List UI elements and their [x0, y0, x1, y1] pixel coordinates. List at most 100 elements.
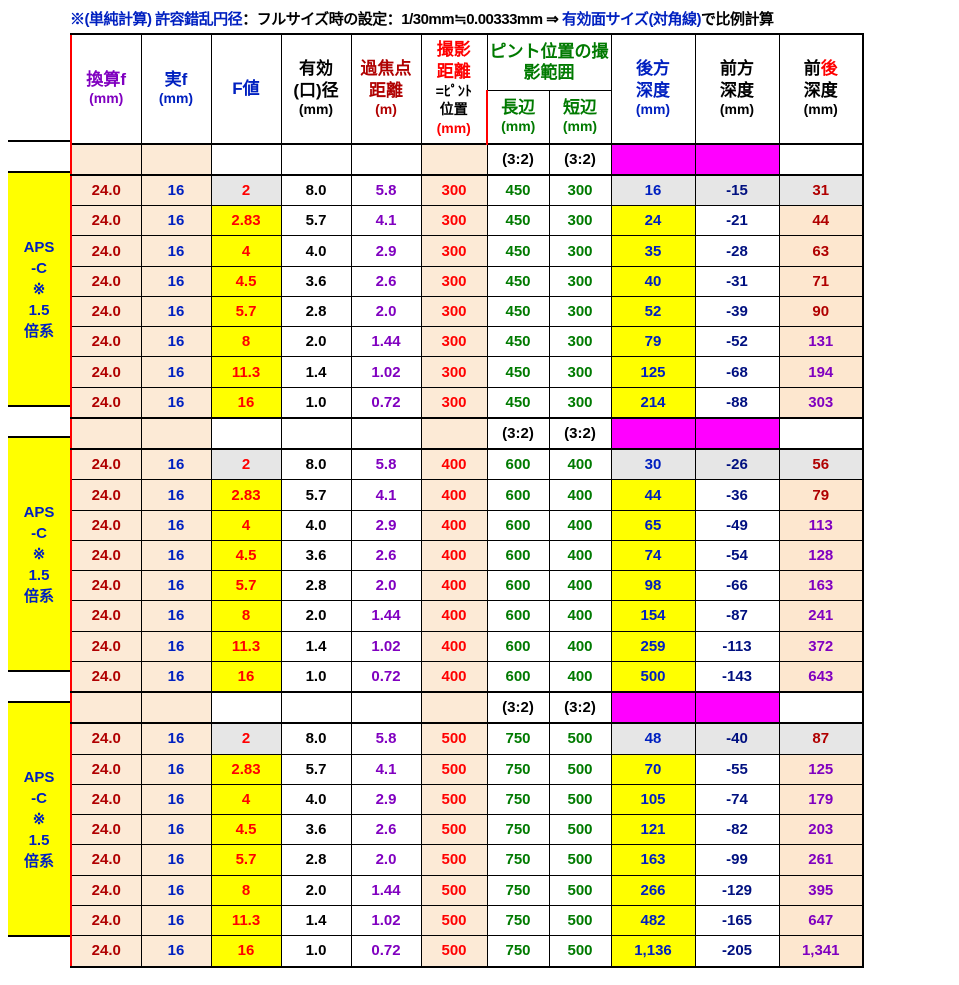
cell-fov-long: 750 — [487, 815, 549, 845]
cell-real-f: 16 — [141, 206, 211, 236]
cell-fov-long: 750 — [487, 784, 549, 814]
cell-fnumber: 4.5 — [211, 815, 281, 845]
cell-back-dof: 500 — [611, 661, 695, 692]
cell-back-dof: 105 — [611, 784, 695, 814]
cell-back-dof: 16 — [611, 175, 695, 206]
cell-equiv-f: 24.0 — [71, 296, 141, 326]
formula-note: ※(単純計算) 許容錯乱円径：フルサイズ時の設定：1/30mm≒0.00333m… — [70, 8, 951, 29]
cell-fnumber: 4 — [211, 236, 281, 266]
hdr-aperture: 有効 (口)径 (mm) — [281, 34, 351, 144]
cell-equiv-f: 24.0 — [71, 571, 141, 601]
hdr-equiv-f: 換算f (mm) — [71, 34, 141, 144]
cell-fov-short: 400 — [549, 631, 611, 661]
cell-fov-long: 600 — [487, 571, 549, 601]
cell-back-dof: 125 — [611, 357, 695, 387]
cell-aperture: 2.0 — [281, 327, 351, 357]
cell-distance: 400 — [421, 571, 487, 601]
cell-fov-long: 450 — [487, 206, 549, 236]
cell-hyperfocal: 5.8 — [351, 175, 421, 206]
cell-front-dof: -129 — [695, 875, 779, 905]
cell-hyperfocal: 0.72 — [351, 661, 421, 692]
cell-total-dof: 125 — [779, 754, 863, 784]
table-row: 24.0164.53.62.630045030040-3171 — [71, 266, 863, 296]
cell-aperture: 1.0 — [281, 661, 351, 692]
cell-total-dof: 303 — [779, 387, 863, 418]
cell-total-dof: 395 — [779, 875, 863, 905]
hdr-real-f: 実f (mm) — [141, 34, 211, 144]
cell-fov-short: 400 — [549, 480, 611, 510]
cell-hyperfocal: 1.44 — [351, 601, 421, 631]
cell-fnumber: 2.83 — [211, 754, 281, 784]
cell-front-dof: -26 — [695, 449, 779, 480]
cell-equiv-f: 24.0 — [71, 236, 141, 266]
cell-total-dof: 261 — [779, 845, 863, 875]
cell-distance: 400 — [421, 480, 487, 510]
cell-fov-short: 400 — [549, 449, 611, 480]
cell-real-f: 16 — [141, 357, 211, 387]
cell-distance: 300 — [421, 236, 487, 266]
cell-aperture: 2.0 — [281, 601, 351, 631]
cell-front-dof: -87 — [695, 601, 779, 631]
cell-distance: 400 — [421, 449, 487, 480]
cell-equiv-f: 24.0 — [71, 784, 141, 814]
cell-fov-long: 600 — [487, 661, 549, 692]
cell-fov-long: 750 — [487, 875, 549, 905]
cell-distance: 300 — [421, 206, 487, 236]
cell-back-dof: 65 — [611, 510, 695, 540]
cell-total-dof: 71 — [779, 266, 863, 296]
cell-back-dof: 154 — [611, 601, 695, 631]
cell-distance: 500 — [421, 845, 487, 875]
cell-fnumber: 5.7 — [211, 571, 281, 601]
cell-front-dof: -68 — [695, 357, 779, 387]
hdr-hyperfocal: 過焦点 距離 (m) — [351, 34, 421, 144]
cell-fov-short: 300 — [549, 357, 611, 387]
cell-real-f: 16 — [141, 845, 211, 875]
cell-front-dof: -31 — [695, 266, 779, 296]
cell-equiv-f: 24.0 — [71, 480, 141, 510]
cell-aperture: 1.4 — [281, 905, 351, 935]
cell-total-dof: 87 — [779, 723, 863, 754]
cell-real-f: 16 — [141, 480, 211, 510]
cell-distance: 300 — [421, 266, 487, 296]
cell-hyperfocal: 2.0 — [351, 845, 421, 875]
cell-fov-short: 500 — [549, 784, 611, 814]
cell-fnumber: 2 — [211, 175, 281, 206]
cell-fov-short: 500 — [549, 815, 611, 845]
cell-total-dof: 90 — [779, 296, 863, 326]
cell-fov-long: 750 — [487, 845, 549, 875]
cell-front-dof: -143 — [695, 661, 779, 692]
table-row: 24.01682.01.44500750500266-129395 — [71, 875, 863, 905]
cell-fnumber: 5.7 — [211, 296, 281, 326]
cell-aperture: 2.8 — [281, 845, 351, 875]
note-suffix: で比例計算 — [701, 11, 774, 28]
cell-distance: 500 — [421, 754, 487, 784]
cell-back-dof: 40 — [611, 266, 695, 296]
hdr-fnumber: F値 — [211, 34, 281, 144]
cell-distance: 300 — [421, 175, 487, 206]
separator-row: (3:2)(3:2) — [71, 418, 863, 449]
cell-total-dof: 163 — [779, 571, 863, 601]
cell-equiv-f: 24.0 — [71, 935, 141, 966]
cell-fnumber: 4.5 — [211, 540, 281, 570]
cell-fov-short: 400 — [549, 540, 611, 570]
cell-front-dof: -21 — [695, 206, 779, 236]
table-row: 24.016161.00.725007505001,136-2051,341 — [71, 935, 863, 966]
cell-distance: 400 — [421, 631, 487, 661]
cell-fov-short: 300 — [549, 175, 611, 206]
dof-table: 換算f (mm) 実f (mm) F値 有効 (口)径 (mm) 過焦点 距 — [70, 33, 864, 968]
cell-fov-long: 450 — [487, 236, 549, 266]
cell-equiv-f: 24.0 — [71, 723, 141, 754]
table-row: 24.01644.02.940060040065-49113 — [71, 510, 863, 540]
cell-real-f: 16 — [141, 815, 211, 845]
cell-fov-long: 450 — [487, 266, 549, 296]
cell-hyperfocal: 2.0 — [351, 571, 421, 601]
cell-hyperfocal: 2.6 — [351, 540, 421, 570]
cell-distance: 500 — [421, 905, 487, 935]
cell-total-dof: 56 — [779, 449, 863, 480]
cell-fov-long: 600 — [487, 480, 549, 510]
table-row: 24.0165.72.82.040060040098-66163 — [71, 571, 863, 601]
cell-distance: 400 — [421, 661, 487, 692]
cell-total-dof: 1,341 — [779, 935, 863, 966]
hdr-fov: ピント位置の撮影範囲 — [487, 34, 611, 90]
cell-aperture: 4.0 — [281, 236, 351, 266]
